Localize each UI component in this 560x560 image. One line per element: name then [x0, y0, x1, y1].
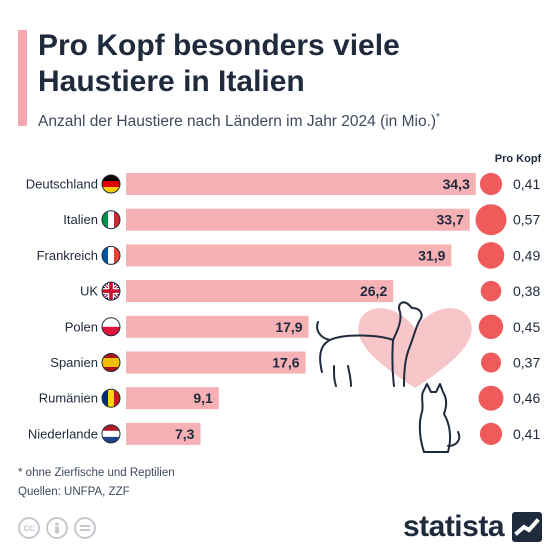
per-capita-bubble: [479, 422, 503, 445]
bar-chart: Pro Kopf Deutschland 34,3 0,41 Italien 33,7 0,…: [26, 153, 542, 453]
dog-icon: [316, 301, 423, 387]
subtitle-footnote-mark: *: [436, 112, 440, 123]
page-title: Pro Kopf besonders viele Haustiere in It…: [38, 29, 400, 98]
bar: [126, 422, 201, 445]
chart-subtitle: Anzahl der Haustiere nach Ländern im Jah…: [38, 112, 548, 131]
category-label: Rumänien: [39, 391, 98, 406]
category-label: Italien: [63, 212, 98, 227]
per-capita-label: 0,38: [513, 283, 540, 299]
value-label: 33,7: [436, 212, 463, 228]
bar: [126, 351, 306, 374]
value-label: 17,9: [275, 319, 302, 335]
per-capita-label: 0,41: [513, 176, 540, 192]
heart-icon: [358, 308, 472, 388]
pet-illustration: [316, 301, 472, 453]
category-label: UK: [80, 284, 98, 299]
category-label: Frankreich: [37, 248, 98, 263]
per-capita-label: 0,41: [513, 426, 540, 442]
bar: [126, 315, 309, 338]
category-label: Deutschland: [26, 177, 98, 192]
bar: [126, 387, 219, 410]
statista-logo-icon: [512, 512, 542, 542]
flag-pl-icon: [101, 317, 121, 337]
value-label: 17,6: [272, 355, 299, 371]
flag-es-icon: [101, 353, 121, 372]
per-capita-bubble: [477, 242, 505, 269]
cc-icon[interactable]: cc: [18, 517, 40, 539]
value-label: 31,9: [418, 247, 445, 263]
flag-nl-icon: [101, 424, 121, 444]
per-capita-bubble: [478, 385, 504, 411]
per-capita-header: Pro Kopf: [495, 153, 542, 165]
flag-it-icon: [101, 210, 121, 230]
per-capita-label: 0,46: [513, 390, 540, 406]
per-capita-label: 0,57: [513, 212, 540, 228]
value-label: 9,1: [193, 390, 213, 406]
category-label: Spanien: [50, 355, 98, 370]
value-label: 7,3: [175, 426, 195, 442]
flag-uk-icon: [101, 281, 121, 301]
flag-fr-icon: [101, 245, 121, 265]
person-icon[interactable]: [46, 517, 68, 539]
per-capita-label: 0,49: [513, 247, 540, 263]
per-capita-bubble: [481, 352, 501, 373]
flag-de-icon: [101, 174, 121, 194]
value-label: 26,2: [360, 283, 387, 299]
footnote: * ohne Zierfische und Reptilien: [18, 467, 175, 479]
title-accent-bar: [18, 30, 27, 126]
category-label: Niederlande: [28, 426, 98, 441]
per-capita-bubble: [478, 314, 504, 339]
category-label: Polen: [65, 319, 98, 334]
cat-icon: [418, 383, 461, 453]
bar: [126, 173, 476, 195]
statista-logo[interactable]: statista: [403, 510, 542, 544]
per-capita-label: 0,45: [513, 319, 540, 335]
bar: [126, 280, 394, 303]
bars-layer: Pro Kopf Deutschland 34,3 0,41 Italien 33,7 0,…: [26, 153, 542, 445]
flag-ro-icon: [101, 388, 121, 408]
value-label: 34,3: [443, 176, 470, 192]
equals-icon[interactable]: [74, 517, 96, 539]
sources-note: Quellen: UNFPA, ZZF: [18, 486, 130, 498]
bar: [126, 244, 452, 267]
per-capita-bubble: [475, 204, 507, 236]
license-icons: cc: [18, 517, 96, 539]
bar: [126, 208, 470, 231]
logo-text: statista: [402, 510, 505, 543]
subtitle-text: Anzahl der Haustiere nach Ländern im Jah…: [38, 113, 437, 131]
per-capita-bubble: [479, 172, 503, 196]
per-capita-bubble: [480, 280, 502, 302]
per-capita-label: 0,37: [513, 355, 540, 371]
